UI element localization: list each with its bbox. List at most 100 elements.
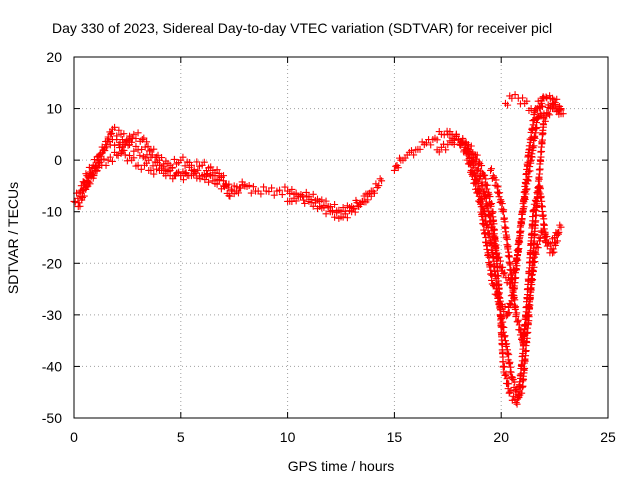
data-point (106, 153, 114, 161)
data-point (517, 370, 525, 378)
data-point (492, 241, 500, 249)
series-arc-2 (74, 123, 249, 211)
data-point (126, 152, 134, 160)
x-tick-label: 15 (387, 429, 403, 445)
data-point (139, 153, 147, 161)
data-point (559, 110, 567, 118)
data-point (353, 199, 361, 207)
data-point (528, 276, 536, 284)
series-arc-4 (284, 187, 377, 222)
data-point (268, 184, 276, 192)
data-point (492, 176, 500, 184)
data-point (465, 147, 473, 155)
data-point (539, 93, 547, 101)
data-point (260, 183, 268, 191)
data-point (136, 151, 144, 159)
data-point (503, 340, 511, 348)
data-point (557, 223, 565, 231)
data-point (82, 185, 90, 193)
data-point (501, 303, 509, 311)
x-tick-label: 25 (600, 429, 616, 445)
data-point (207, 163, 215, 171)
data-point (482, 194, 490, 202)
data-point (502, 370, 510, 378)
data-point (247, 189, 255, 197)
chart-title: Day 330 of 2023, Sidereal Day-to-day VTE… (52, 20, 552, 36)
data-point (506, 259, 514, 267)
data-point (519, 350, 527, 357)
data-point (193, 158, 201, 166)
data-point (241, 182, 249, 190)
data-point (123, 136, 131, 144)
data-point (539, 130, 547, 138)
data-point (138, 145, 146, 153)
data-point (84, 177, 92, 185)
data-point (450, 135, 458, 143)
data-point (213, 166, 221, 174)
data-point (557, 106, 565, 114)
data-point (530, 109, 538, 117)
data-point (158, 154, 166, 162)
data-point (488, 223, 496, 231)
data-point (170, 155, 178, 163)
data-point (517, 227, 525, 235)
data-point (79, 194, 87, 202)
data-point (527, 286, 535, 294)
data-point (100, 155, 108, 163)
data-point (536, 165, 544, 173)
data-point (121, 151, 129, 159)
data-point (339, 203, 347, 211)
data-point (493, 182, 501, 190)
data-point (532, 211, 540, 219)
data-point (477, 172, 485, 180)
data-point (496, 189, 504, 197)
data-point (476, 186, 484, 194)
data-point (492, 271, 500, 279)
data-point (534, 113, 542, 121)
data-point (211, 172, 219, 180)
data-point (278, 191, 286, 199)
data-point (487, 217, 495, 225)
data-point (495, 253, 503, 261)
data-point (466, 146, 474, 154)
data-point (505, 351, 513, 359)
data-point (533, 124, 541, 132)
data-point (407, 147, 415, 155)
data-point (513, 256, 521, 264)
data-point (93, 167, 101, 175)
data-point (111, 141, 119, 149)
data-point (514, 245, 522, 253)
data-point (234, 189, 242, 197)
data-point (485, 210, 493, 218)
data-point (145, 147, 153, 155)
data-point (489, 172, 497, 180)
data-point (333, 207, 341, 215)
data-point (512, 274, 520, 282)
data-point (158, 166, 166, 174)
y-tick-label: 20 (46, 49, 62, 65)
data-point (507, 387, 515, 395)
data-point (307, 198, 315, 206)
data-point (505, 309, 513, 317)
data-point (168, 164, 176, 172)
data-point (390, 166, 398, 174)
data-point (514, 246, 522, 254)
data-point (505, 253, 513, 261)
data-point (509, 278, 517, 286)
data-point (550, 101, 558, 109)
data-point (521, 321, 529, 329)
data-point (502, 224, 510, 232)
data-point (498, 200, 506, 208)
data-point (472, 158, 480, 166)
data-point (514, 316, 522, 324)
data-point (154, 151, 162, 159)
data-point (320, 201, 328, 209)
data-point (487, 165, 495, 173)
data-point (487, 166, 495, 174)
data-point (479, 182, 487, 190)
data-point (454, 136, 462, 144)
data-point (101, 147, 109, 155)
data-point (532, 250, 540, 258)
data-point (179, 176, 187, 184)
data-point (220, 172, 228, 180)
